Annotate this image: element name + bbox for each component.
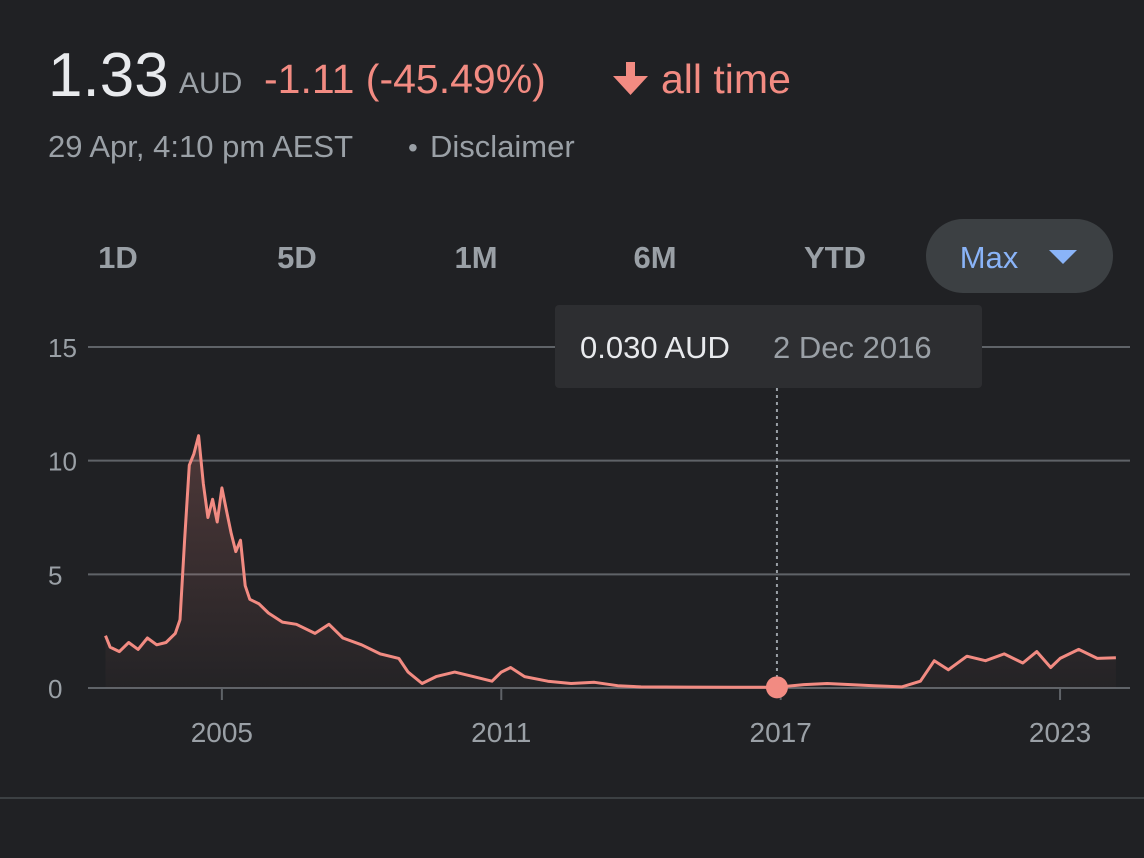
tooltip-box (555, 305, 982, 388)
chart: 0 5 10 15 2005 2011 2017 2023 0.030 AUD 2 Dec 201… (48, 305, 1130, 748)
x-tick-label: 2023 (1029, 717, 1091, 748)
y-tick-label: 15 (48, 333, 77, 363)
disclaimer-link[interactable]: Disclaimer (430, 129, 575, 164)
y-tick-label: 10 (48, 447, 77, 477)
range-button[interactable]: 1M (454, 240, 497, 275)
range-button[interactable]: 6M (633, 240, 676, 275)
range-button[interactable]: Max (960, 240, 1019, 275)
separator: • (408, 132, 418, 163)
period: all time (661, 56, 791, 102)
price: 1.33 (48, 41, 169, 110)
down-arrow (613, 62, 648, 95)
range-button[interactable]: YTD (804, 240, 866, 275)
price-line (104, 434, 1116, 689)
range-button[interactable]: 5D (277, 240, 317, 275)
change: -1.11 (-45.49%) (264, 56, 546, 102)
tooltip-date: 2 Dec 2016 (773, 330, 932, 365)
x-tick-label: 2011 (471, 717, 531, 748)
dropdown-caret[interactable] (1049, 250, 1077, 264)
x-tick-label: 2017 (750, 717, 812, 748)
hover-point (765, 676, 788, 699)
y-tick-label: 0 (48, 674, 62, 704)
tooltip-value: 0.030 AUD (580, 330, 730, 365)
range-selected-pill[interactable] (926, 219, 1113, 293)
range-button[interactable]: 1D (98, 240, 138, 275)
currency: AUD (179, 67, 242, 100)
timestamp: 29 Apr, 4:10 pm AEST (48, 129, 353, 164)
area (105, 435, 1116, 688)
x-tick-label: 2005 (191, 717, 253, 748)
y-tick-label: 5 (48, 560, 62, 590)
